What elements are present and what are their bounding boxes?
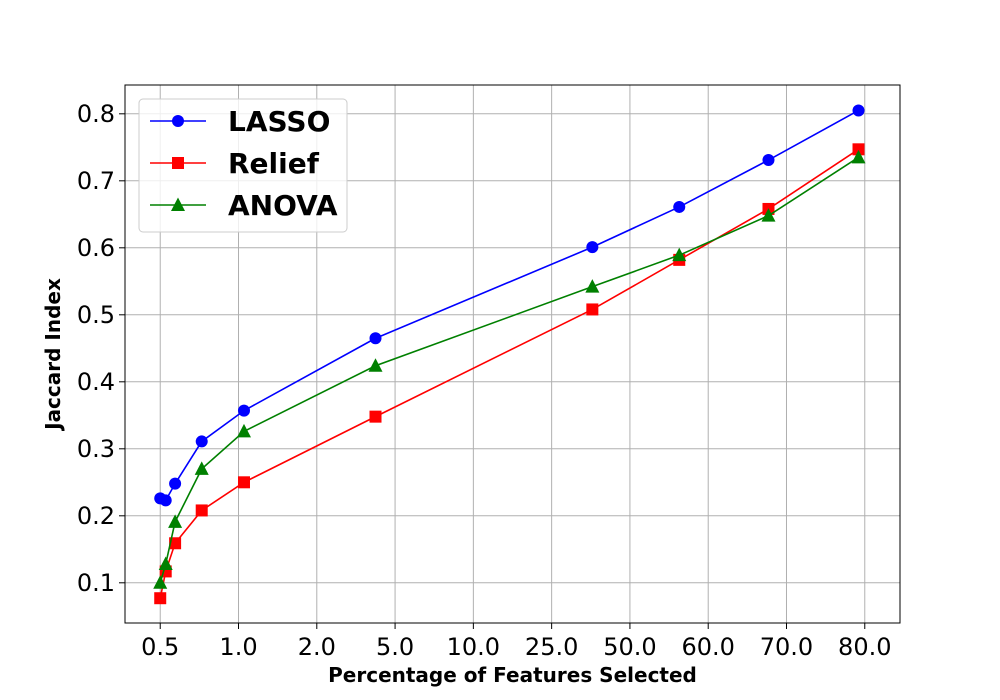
lasso-data-point (673, 200, 686, 213)
x-tick-label: 10.0 (447, 633, 500, 661)
anova-series (153, 149, 866, 589)
anova-data-point (236, 423, 251, 438)
series-layer (153, 104, 866, 605)
legend-box (138, 98, 348, 233)
legend-marker-lasso (172, 115, 184, 127)
x-axis-ticks: 0.5 1.0 2.0 5.0 10.0 25.0 50.0 60.0 70.0 80.0 (141, 623, 891, 661)
y-tick-label: 0.6 (77, 234, 115, 262)
x-tick-label: 0.5 (141, 633, 179, 661)
legend-marker-relief (172, 157, 184, 169)
relief-data-point (195, 504, 208, 517)
legend-item-anova: ANOVA (150, 189, 338, 222)
y-tick-label: 0.1 (77, 569, 115, 597)
x-tick-label: 2.0 (298, 633, 336, 661)
anova-data-point (194, 461, 209, 475)
y-axis-ticks: 0.1 0.2 0.3 0.4 0.5 0.6 0.7 0.8 (77, 100, 125, 597)
relief-data-point (169, 537, 182, 550)
y-tick-label: 0.8 (77, 100, 115, 128)
lasso-data-point (586, 241, 599, 254)
x-tick-label: 50.0 (603, 633, 656, 661)
anova-line (159, 156, 859, 584)
relief-data-point (586, 303, 599, 316)
relief-data-point (369, 410, 382, 423)
y-tick-label: 0.7 (77, 167, 115, 195)
lasso-data-point (159, 494, 172, 507)
lasso-data-point (852, 104, 865, 117)
y-tick-label: 0.4 (77, 368, 115, 396)
x-tick-label: 70.0 (760, 633, 813, 661)
plot-area-frame (124, 84, 901, 624)
x-tick-label: 25.0 (525, 633, 578, 661)
x-tick-label: 60.0 (681, 633, 734, 661)
legend-label-anova: ANOVA (228, 189, 338, 222)
legend-label-relief: Relief (228, 147, 320, 180)
legend-item-relief: Relief (150, 147, 320, 180)
lasso-line (159, 109, 859, 502)
relief-data-point (237, 476, 250, 489)
legend-marker-anova (171, 197, 185, 211)
anova-data-point (158, 556, 173, 571)
legend: LASSO Relief ANOVA (138, 98, 348, 233)
anova-data-point (168, 514, 183, 528)
relief-data-point (154, 592, 167, 605)
lasso-series (154, 104, 865, 507)
y-axis-label: Jaccard Index (41, 278, 65, 432)
x-tick-label: 5.0 (376, 633, 414, 661)
legend-label-lasso: LASSO (228, 105, 330, 138)
x-tick-label: 1.0 (219, 633, 257, 661)
lasso-data-point (195, 435, 208, 448)
x-axis-label: Percentage of Features Selected (328, 663, 697, 687)
y-tick-label: 0.2 (77, 502, 115, 530)
relief-line (159, 148, 859, 599)
lasso-data-point (762, 154, 775, 167)
lasso-data-point (237, 404, 250, 417)
anova-data-point (368, 358, 383, 372)
relief-data-point (852, 143, 865, 156)
anova-data-point (585, 279, 600, 293)
anova-data-point (153, 575, 168, 589)
relief-series (154, 143, 865, 605)
legend-item-lasso: LASSO (150, 105, 330, 138)
lasso-data-point (169, 477, 182, 490)
x-tick-label: 80.0 (838, 633, 891, 661)
y-tick-label: 0.3 (77, 435, 115, 463)
anova-data-point (761, 208, 776, 222)
y-tick-label: 0.5 (77, 301, 115, 329)
anova-data-point (851, 149, 866, 164)
lasso-data-point (369, 332, 382, 345)
anova-data-point (672, 247, 687, 262)
